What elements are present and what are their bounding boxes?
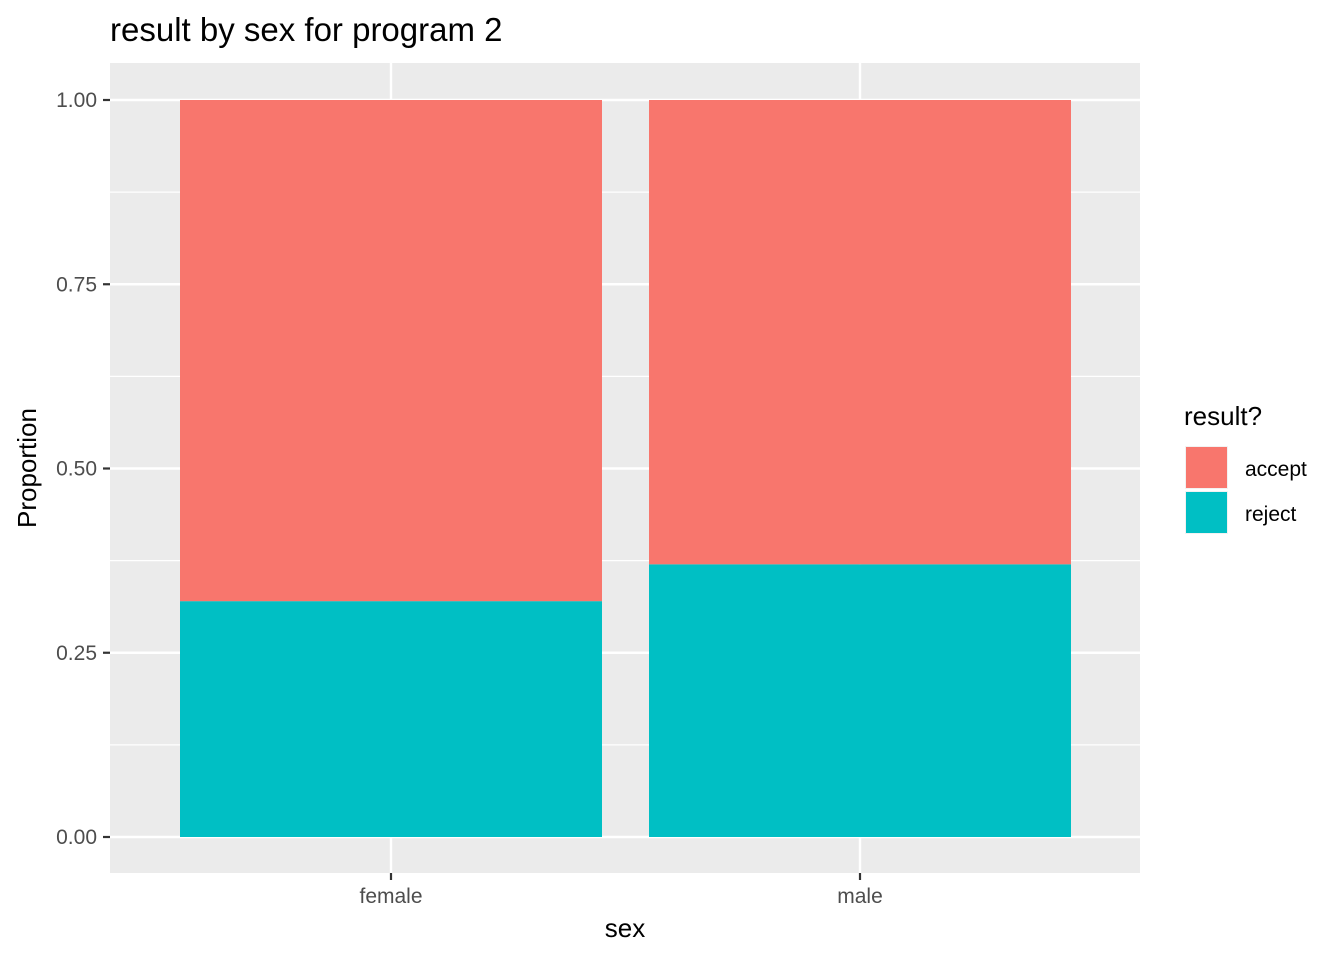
legend-swatch-accept: [1186, 447, 1227, 488]
x-tick-label: male: [837, 885, 883, 908]
y-tick-label: 0.25: [56, 642, 97, 665]
bars: [180, 100, 1071, 837]
x-axis-title: sex: [605, 913, 645, 943]
y-tick-label: 0.50: [56, 458, 97, 481]
y-axis: 0.00 0.25 0.50 0.75 1.00: [56, 89, 110, 849]
chart-title: result by sex for program 2: [110, 11, 503, 48]
bar-reject-female: [180, 601, 602, 837]
bar-accept-male: [649, 100, 1071, 565]
x-tick-label: female: [359, 885, 422, 908]
x-axis: female male: [359, 873, 883, 908]
legend-label-reject: reject: [1245, 503, 1297, 526]
bar-reject-male: [649, 564, 1071, 837]
y-tick-label: 0.75: [56, 273, 97, 296]
legend-title: result?: [1184, 401, 1262, 431]
y-tick-label: 1.00: [56, 89, 97, 112]
legend-label-accept: accept: [1245, 458, 1307, 481]
legend-swatch-reject: [1186, 492, 1227, 533]
y-tick-label: 0.00: [56, 826, 97, 849]
bar-accept-female: [180, 100, 602, 602]
y-axis-title: Proportion: [12, 408, 42, 528]
legend: result? accept reject: [1184, 401, 1307, 534]
